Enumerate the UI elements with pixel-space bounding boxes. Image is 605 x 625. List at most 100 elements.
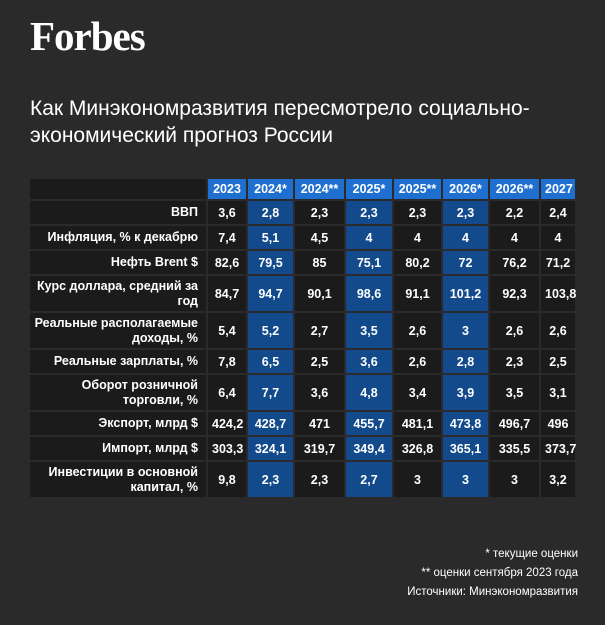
table-cell: 373,7 [539,437,576,462]
header-2025-sept: 2025** [392,179,441,201]
table-cell: 326,8 [392,437,441,462]
table-cell: 80,2 [392,251,441,276]
table-cell: 75,1 [344,251,392,276]
table-cell: 2,5 [539,350,575,375]
table-row: Реальные располагаемые доходы, % 5,4 5,2 2,… [30,313,575,350]
table-cell: 9,8 [206,462,246,499]
table-cell: 319,7 [293,437,344,462]
table-cell: 5,2 [246,313,293,350]
row-label: Реальные располагаемые доходы, % [30,313,206,350]
header-label-cell [30,179,206,201]
row-label: Экспорт, млрд $ [30,412,206,437]
forbes-logo: Forbes [30,13,146,59]
table-cell: 4 [441,226,488,251]
row-label: Инвестиции в основной капитал, % [30,462,206,499]
table-cell: 2,6 [488,313,539,350]
note-september-estimates: ** оценки сентября 2023 года [421,567,578,579]
table-cell: 4 [488,226,539,251]
table-cell: 471 [293,412,344,437]
table-cell: 3 [488,462,539,499]
table-row: Оборот розничной торговли, % 6,4 7,7 3,6 4,8… [30,375,575,412]
table-cell: 90,1 [293,276,344,313]
table-cell: 4 [392,226,441,251]
row-label: Инфляция, % к декабрю [30,226,206,251]
table-cell: 2,6 [392,350,441,375]
row-label: Оборот розничной торговли, % [30,375,206,412]
table-cell: 101,2 [441,276,488,313]
table-cell: 92,3 [488,276,539,313]
header-2024-sept: 2024** [293,179,344,201]
table-cell: 428,7 [246,412,293,437]
table-cell: 2,8 [441,350,488,375]
row-label: Реальные зарплаты, % [30,350,206,375]
note-current-estimates: * текущие оценки [485,548,578,560]
table-cell: 335,5 [488,437,539,462]
table-cell: 3,6 [206,201,246,226]
table-row: Нефть Brent $82,6 79,5 85 75,1 80,2 72 76,2 71,… [30,251,575,276]
header-2027: 2027 [539,179,575,201]
table-cell: 496 [539,412,575,437]
table-cell: 473,8 [441,412,488,437]
header-2023: 2023 [206,179,246,201]
table-cell: 2,3 [441,201,488,226]
table-cell: 2,3 [392,201,441,226]
table-cell: 71,2 [539,251,575,276]
table-cell: 2,4 [539,201,575,226]
table-row: Курс доллара, средний за год 84,7 94,7 90,1… [30,276,576,313]
table-cell: 2,7 [293,313,344,350]
table-cell: 7,7 [246,375,293,412]
header-2024-current: 2024* [246,179,293,201]
table-cell: 3,9 [441,375,488,412]
footnotes: * текущие оценки ** оценки сентября 2023… [407,545,578,602]
forecast-table: 2023 2024* 2024** 2025* 2025** 2026* 202… [30,179,576,499]
table-cell: 5,4 [206,313,246,350]
table-cell: 91,1 [392,276,441,313]
table-cell: 85 [293,251,344,276]
table-row: Инфляция, % к декабрю 7,4 5,1 4,5 4 4 4 4 4 [30,226,575,251]
header-2026-current: 2026* [441,179,488,201]
table-cell: 7,4 [206,226,246,251]
table-cell: 3 [392,462,441,499]
table-cell: 6,5 [246,350,293,375]
table-cell: 94,7 [246,276,293,313]
table-cell: 2,8 [246,201,293,226]
table-cell: 2,3 [293,462,344,499]
table-row: Импорт, млрд $303,3 324,1 319,7 349,4 326,8 3… [30,437,576,462]
table-cell: 2,6 [539,313,575,350]
header-2025-current: 2025* [344,179,392,201]
page-title: Как Минэкономразвития пересмотрело социа… [30,97,530,147]
row-label: Нефть Brent $ [30,251,206,276]
table-cell: 84,7 [206,276,246,313]
table-cell: 455,7 [344,412,392,437]
table-cell: 3,6 [344,350,392,375]
table-cell: 365,1 [441,437,488,462]
table-cell: 4 [344,226,392,251]
table-cell: 79,5 [246,251,293,276]
table-cell: 2,7 [344,462,392,499]
table-cell: 72 [441,251,488,276]
table-cell: 82,6 [206,251,246,276]
row-label: Курс доллара, средний за год [30,276,206,313]
table-cell: 2,3 [293,201,344,226]
table-cell: 496,7 [488,412,539,437]
table-cell: 3,5 [344,313,392,350]
table-cell: 76,2 [488,251,539,276]
table-cell: 3,2 [539,462,575,499]
table-row: Экспорт, млрд $424,2 428,7 471 455,7 481,1 47… [30,412,575,437]
table-cell: 103,8 [539,276,576,313]
table-row: Инвестиции в основной капитал, % 9,8 2,3 2,… [30,462,575,499]
row-label: Импорт, млрд $ [30,437,206,462]
table-cell: 424,2 [206,412,246,437]
table-cell: 3 [441,313,488,350]
table-cell: 98,6 [344,276,392,313]
table-cell: 4 [539,226,575,251]
table-row: ВВП 3,6 2,8 2,3 2,3 2,3 2,3 2,2 2,4 [30,201,575,226]
table-cell: 2,6 [392,313,441,350]
table-cell: 303,3 [206,437,246,462]
table-cell: 2,3 [488,350,539,375]
table-cell: 324,1 [246,437,293,462]
table-cell: 3,1 [539,375,575,412]
note-source: Источники: Минэкономразвития [407,586,578,598]
table-cell: 4,8 [344,375,392,412]
table-cell: 481,1 [392,412,441,437]
